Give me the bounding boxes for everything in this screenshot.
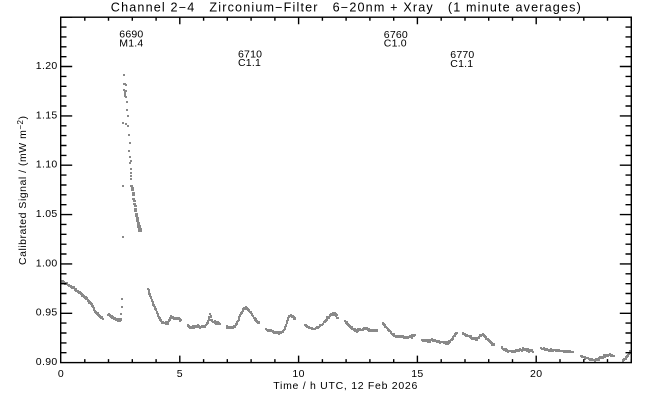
svg-text:6690: 6690 bbox=[119, 29, 143, 41]
svg-text:M1.4: M1.4 bbox=[119, 37, 143, 49]
svg-text:1.10: 1.10 bbox=[36, 159, 58, 171]
svg-text:Channel 2−4 Zirconium−Filter: Channel 2−4 Zirconium−Filter 6−20nm + Xr… bbox=[111, 1, 581, 15]
svg-text:0.90: 0.90 bbox=[36, 356, 58, 368]
svg-text:C1.1: C1.1 bbox=[238, 57, 261, 69]
svg-text:1.05: 1.05 bbox=[36, 208, 58, 220]
svg-text:0.95: 0.95 bbox=[36, 307, 58, 319]
svg-text:20: 20 bbox=[530, 368, 542, 380]
svg-text:1.00: 1.00 bbox=[36, 257, 58, 269]
svg-text:Calibrated Signal / (mW m−2): Calibrated Signal / (mW m−2) bbox=[16, 116, 29, 265]
svg-text:6710: 6710 bbox=[238, 48, 262, 60]
svg-text:0: 0 bbox=[58, 368, 64, 380]
svg-text:1.20: 1.20 bbox=[36, 60, 58, 72]
svg-text:5: 5 bbox=[177, 368, 183, 380]
svg-text:6760: 6760 bbox=[384, 29, 408, 41]
svg-text:C1.0: C1.0 bbox=[384, 38, 407, 50]
svg-text:10: 10 bbox=[292, 368, 304, 380]
svg-text:1.15: 1.15 bbox=[36, 109, 58, 121]
svg-text:6770: 6770 bbox=[450, 49, 474, 61]
svg-text:15: 15 bbox=[411, 368, 423, 380]
svg-text:Time / h UTC, 12 Feb 2026: Time / h UTC, 12 Feb 2026 bbox=[273, 380, 417, 392]
svg-text:C1.1: C1.1 bbox=[450, 58, 473, 70]
